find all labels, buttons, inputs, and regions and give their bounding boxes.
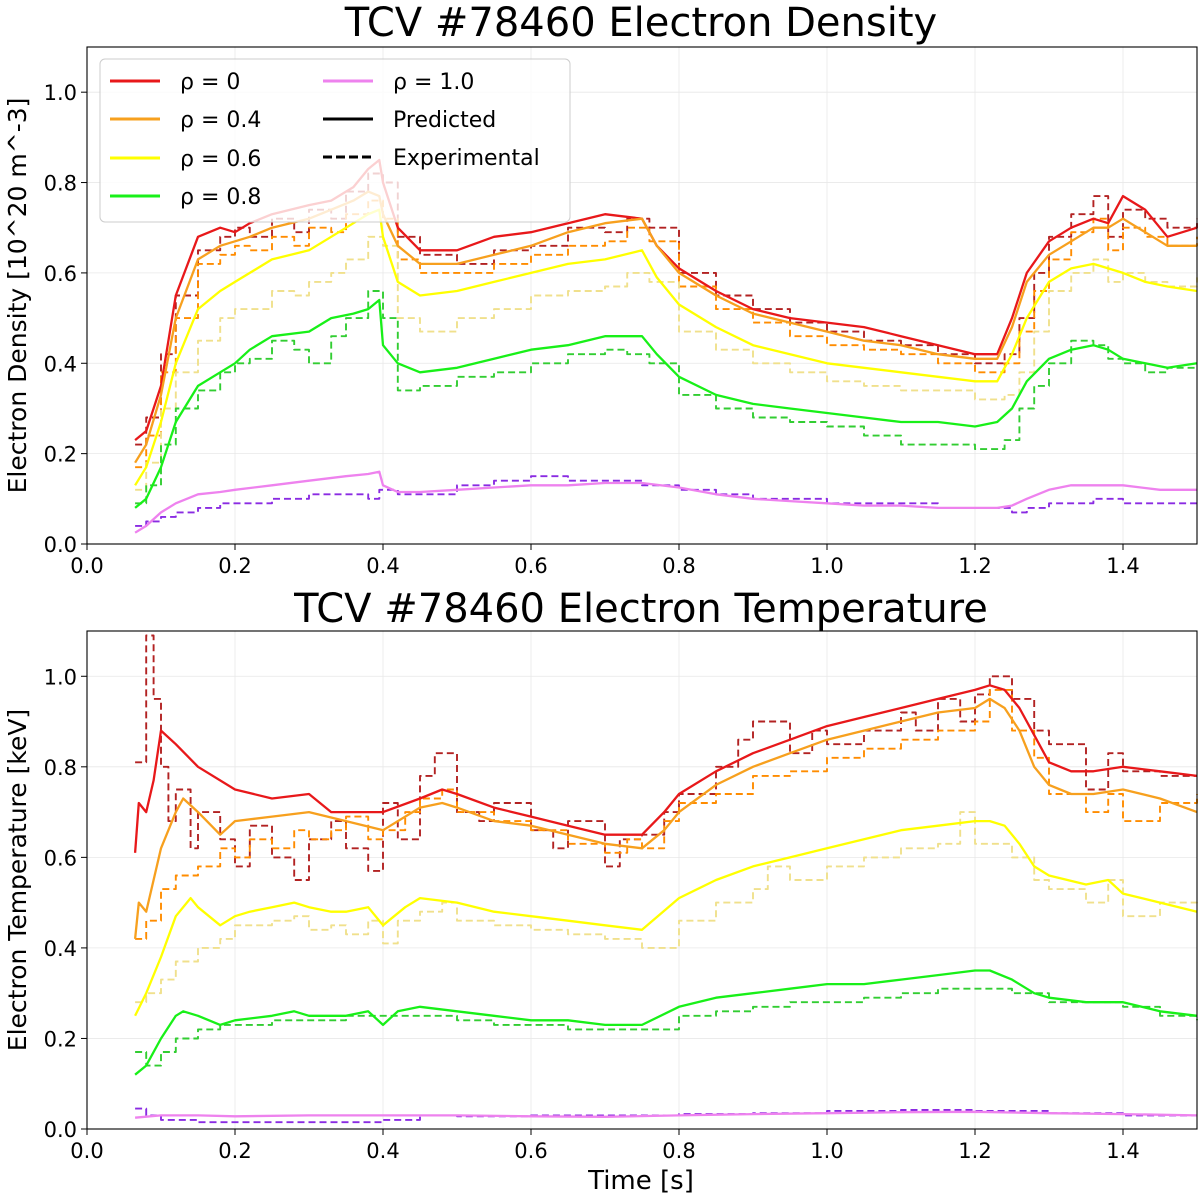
series-line---0.8-predicted (134, 969, 1198, 1076)
density-series (134, 158, 1198, 534)
density-axis-ticks: 0.0 0.2 0.4 0.6 0.8 1.0 1.2 1.4 0.0 0.2 0.4 0.6 0.8 1… (44, 81, 1140, 578)
series-line---1.0-predicted (134, 1110, 1198, 1119)
series-line---0.4-experimental (135, 199, 1198, 469)
temperature-chart-title: TCV #78460 Electron Temperature (293, 586, 988, 632)
series-line---1.0-predicted (134, 470, 1197, 534)
density-chart: TCV #78460 Electron Density 0.0 0.2 0.4 0.6… (3, 0, 1198, 578)
legend-label: ρ = 0.4 (180, 108, 261, 133)
density-plot-frame (86, 46, 1198, 545)
legend-label: ρ = 0 (180, 70, 240, 95)
density-legend: ρ = 0 ρ = 0.4 ρ = 0.6 ρ = 0.8 ρ = 1.0 Pr… (99, 58, 571, 223)
x-tick-label: 0.4 (366, 554, 399, 578)
legend-label: ρ = 0.6 (180, 147, 261, 172)
series-line---0-predicted (133, 684, 1198, 853)
series-line---0.6-experimental (135, 235, 1198, 491)
x-tick-label: 0.8 (662, 1139, 695, 1163)
series-line---0.4-predicted (133, 697, 1198, 940)
x-tick-label: 0.2 (218, 1139, 251, 1163)
legend-entry-rho-1.0: ρ = 1.0 (323, 70, 474, 95)
y-tick-label: 0.8 (44, 756, 77, 780)
legend-entry-rho-0.8: ρ = 0.8 (110, 185, 261, 210)
temperature-chart: TCV #78460 Electron Temperature 0.0 0.2 0.… (3, 586, 1198, 1196)
legend-box (99, 58, 571, 223)
y-tick-label: 0.2 (44, 1027, 77, 1051)
x-tick-label: 0.4 (366, 1139, 399, 1163)
x-tick-label: 0.6 (514, 554, 547, 578)
legend-label: ρ = 1.0 (393, 70, 474, 95)
density-ylabel: Electron Density [10^20 m^-3] (3, 98, 32, 494)
y-tick-label: 0.0 (44, 533, 77, 557)
density-chart-title: TCV #78460 Electron Density (344, 0, 937, 46)
y-tick-label: 0.4 (44, 937, 77, 961)
legend-label: Predicted (393, 108, 496, 133)
legend-entry-predicted: Predicted (323, 108, 496, 133)
x-tick-label: 1.0 (810, 554, 843, 578)
x-tick-label: 0.2 (218, 554, 251, 578)
y-tick-label: 1.0 (44, 665, 77, 689)
series-line---0.8-experimental (135, 290, 1197, 505)
legend-entry-rho-0: ρ = 0 (110, 70, 240, 95)
y-tick-label: 0.2 (44, 443, 77, 467)
x-tick-label: 0.0 (70, 554, 103, 578)
y-tick-label: 0.8 (44, 172, 77, 196)
x-tick-label: 1.4 (1106, 554, 1139, 578)
series-line---1.0-experimental (135, 475, 1197, 527)
series-line---0.8-predicted (134, 298, 1198, 509)
x-tick-label: 1.4 (1106, 1139, 1139, 1163)
legend-label: ρ = 0.8 (180, 185, 261, 210)
x-tick-label: 1.2 (958, 1139, 991, 1163)
x-tick-label: 1.0 (810, 1139, 843, 1163)
y-tick-label: 1.0 (44, 81, 77, 105)
x-tick-label: 0.8 (662, 554, 695, 578)
temperature-xlabel: Time [s] (587, 1166, 694, 1196)
temperature-axis-ticks: 0.0 0.2 0.4 0.6 0.8 1.0 1.2 1.4 0.0 0.2 0.4 0.6 0.8 1… (44, 665, 1140, 1163)
x-tick-label: 0.0 (70, 1139, 103, 1163)
y-tick-label: 0.0 (44, 1118, 77, 1142)
temperature-ylabel: Electron Temperature [keV] (3, 709, 32, 1051)
legend-entry-rho-0.6: ρ = 0.6 (110, 147, 261, 172)
x-tick-label: 0.6 (514, 1139, 547, 1163)
legend-label: Experimental (393, 146, 540, 171)
series-line---0.6-predicted (134, 819, 1198, 1017)
series-line---0.8-experimental (135, 987, 1198, 1067)
temperature-series (133, 634, 1198, 1124)
x-tick-label: 1.2 (958, 554, 991, 578)
legend-entry-experimental: Experimental (323, 146, 540, 171)
temperature-plot-frame (86, 630, 1198, 1130)
y-tick-label: 0.6 (44, 846, 77, 870)
y-tick-label: 0.6 (44, 262, 77, 286)
y-tick-label: 0.4 (44, 352, 77, 376)
series-line---0.6-predicted (134, 208, 1198, 486)
legend-entry-rho-0.4: ρ = 0.4 (110, 108, 261, 133)
series-line---0.4-predicted (134, 190, 1197, 464)
